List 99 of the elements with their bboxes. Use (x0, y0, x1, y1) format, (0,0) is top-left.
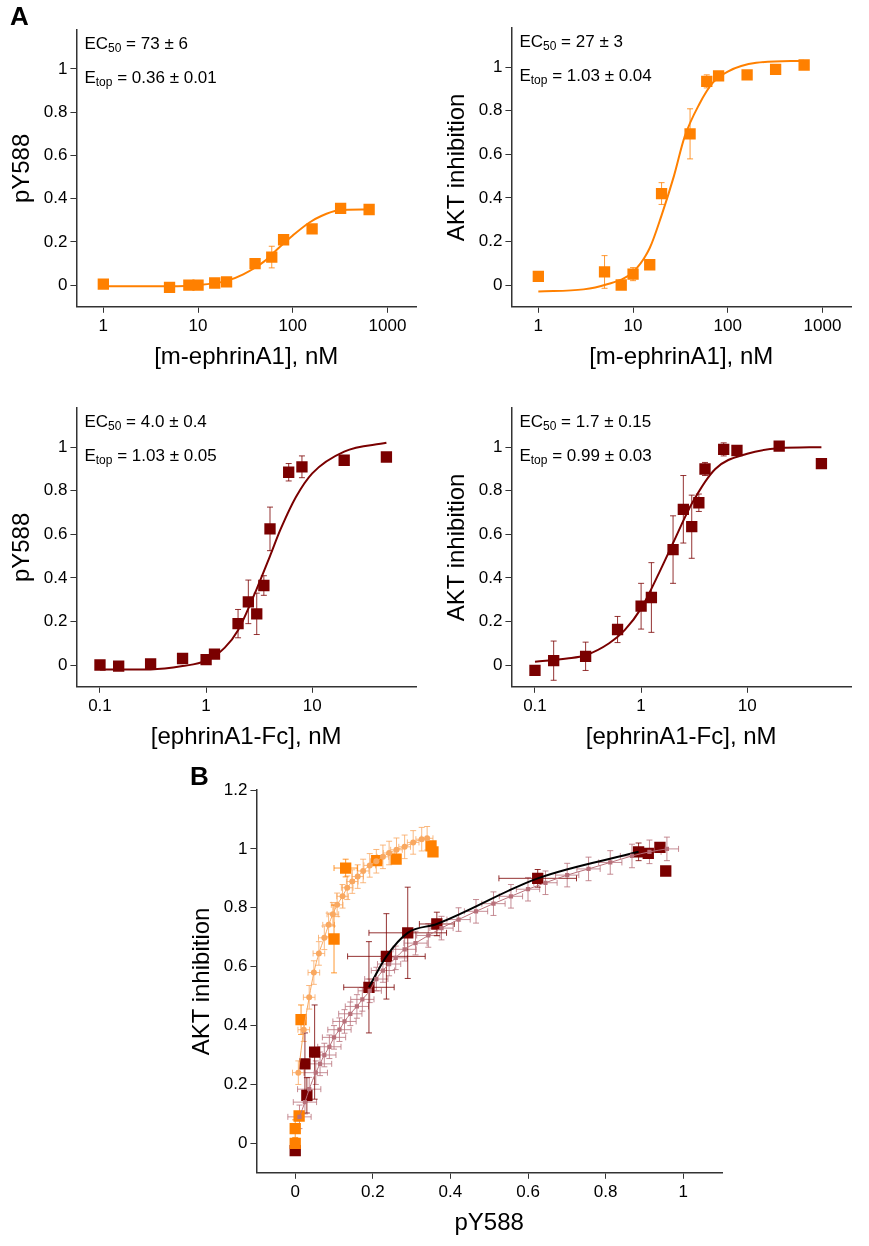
y-tick-label: 0.8 (223, 897, 248, 917)
point (299, 1058, 311, 1070)
y-tick-label: 0 (237, 1133, 248, 1153)
x-tick-label: 1 (98, 315, 109, 335)
point (340, 862, 352, 874)
point (456, 917, 461, 922)
point (328, 933, 340, 945)
point (306, 994, 313, 1001)
y-tick-label: 1 (57, 436, 68, 456)
y-tick-label: 0.4 (478, 567, 503, 587)
y-tick-label: 0.8 (478, 100, 503, 120)
chart-title: B (190, 761, 209, 792)
chart-title: A (10, 1, 29, 32)
y-tick-label: 0.8 (43, 480, 68, 500)
x-tick-label: 100 (278, 315, 307, 335)
y-axis-title: AKT inhibition (442, 93, 470, 242)
point (334, 901, 341, 908)
point (543, 880, 548, 885)
x-tick-label: 1000 (803, 315, 842, 335)
point (413, 941, 418, 946)
point (425, 840, 437, 852)
x-tick-label: 0 (290, 1181, 300, 1201)
point (295, 1014, 307, 1026)
x-tick-label: 1 (533, 315, 544, 335)
point (342, 1019, 347, 1024)
y-tick-label: 0.6 (43, 524, 68, 544)
y-tick-label: 0.8 (478, 480, 503, 500)
point (360, 867, 367, 874)
y-tick-label: 0.6 (478, 524, 503, 544)
x-tick-label: 10 (737, 695, 757, 715)
point (354, 1004, 360, 1009)
x-axis-title: [ephrinA1-Fc], nM (585, 722, 777, 750)
point (418, 836, 425, 843)
x-tick-label: 10 (623, 315, 643, 335)
y-tick-label: 0 (57, 654, 68, 674)
y-tick-label: 0.6 (478, 144, 503, 164)
x-tick-label: 0.2 (361, 1181, 385, 1201)
x-tick-label: 0.4 (438, 1181, 463, 1201)
point (586, 866, 591, 872)
y-tick-label: 0 (57, 274, 68, 294)
y-axis-title: AKT inhibition (442, 473, 470, 622)
point (608, 860, 613, 865)
y-tick-label: 0.4 (43, 188, 68, 208)
y-axis-title: pY588 (7, 133, 35, 204)
x-axis-title: pY588 (454, 1208, 524, 1236)
y-axis-title: AKT inhibition (187, 907, 215, 1056)
x-axis-title: [m-ephrinA1], nM (589, 342, 774, 370)
y-tick-label: 1 (492, 436, 503, 456)
x-tick-label: 0.6 (516, 1181, 540, 1201)
y-tick-label: 1 (492, 56, 503, 76)
point (379, 853, 386, 860)
x-tick-label: 10 (302, 695, 322, 715)
y-tick-label: 0.8 (43, 101, 68, 121)
point (386, 850, 393, 857)
y-tick-label: 0.2 (478, 231, 503, 251)
x-tick-label: 100 (713, 315, 742, 335)
point (660, 865, 672, 877)
y-tick-label: 0.2 (43, 611, 68, 631)
point (315, 950, 322, 957)
point (380, 968, 386, 973)
point (410, 839, 417, 846)
point (390, 853, 402, 865)
y-tick-label: 0.2 (478, 611, 503, 631)
x-tick-label: 0.8 (593, 1181, 618, 1201)
point (344, 884, 351, 891)
y-tick-label: 0.2 (43, 231, 68, 251)
x-tick-label: 1 (678, 1181, 688, 1201)
point (337, 1027, 342, 1032)
point (424, 835, 431, 842)
y-tick-label: 0.6 (223, 956, 248, 976)
x-tick-label: 1 (636, 695, 646, 715)
y-tick-label: 0 (492, 654, 503, 674)
y-tick-label: 1 (57, 58, 68, 78)
point (491, 901, 496, 906)
y-tick-label: 0.4 (223, 1015, 248, 1035)
x-tick-label: 0.1 (523, 695, 547, 715)
y-axis-title: pY588 (7, 512, 35, 583)
x-tick-label: 1000 (368, 315, 407, 335)
point (329, 911, 336, 918)
x-axis-title: [m-ephrinA1], nM (154, 342, 339, 370)
y-tick-label: 0.6 (43, 145, 68, 165)
point (349, 878, 356, 885)
x-tick-label: 10 (188, 315, 208, 335)
point (426, 933, 431, 938)
point (308, 1046, 321, 1058)
x-axis-title: [ephrinA1-Fc], nM (150, 722, 342, 750)
point (439, 925, 444, 931)
y-tick-label: 0 (492, 274, 503, 294)
point (300, 1026, 307, 1033)
point (366, 862, 373, 869)
x-tick-label: 1 (201, 695, 211, 715)
y-tick-label: 0.4 (478, 187, 503, 207)
point (310, 969, 317, 976)
y-tick-label: 1.2 (223, 779, 248, 799)
point (289, 1137, 301, 1150)
x-tick-label: 0.1 (88, 695, 112, 715)
y-tick-label: 0.4 (43, 567, 68, 587)
y-tick-label: 0.2 (223, 1074, 248, 1094)
y-tick-label: 1 (237, 838, 248, 858)
